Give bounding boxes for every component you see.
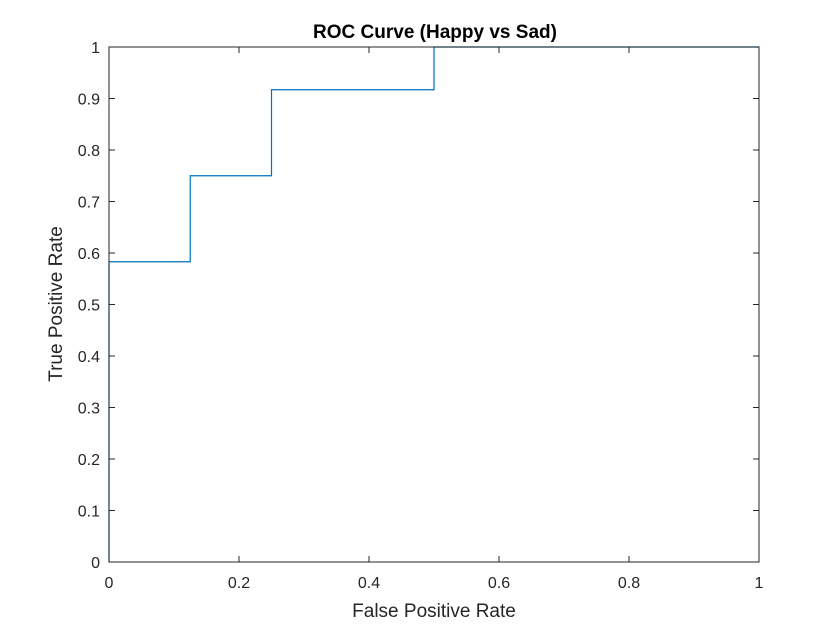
y-axis-label: True Positive Rate [46, 226, 67, 382]
roc-curve-line [108, 46, 759, 562]
x-tick-label: 0 [105, 575, 114, 592]
chart-title: ROC Curve (Happy vs Sad) [313, 22, 557, 43]
x-tick-label: 0.6 [488, 575, 510, 592]
x-tick-label: 0.2 [228, 575, 250, 592]
y-tick-label: 0.1 [78, 504, 100, 521]
y-tick-label: 0.4 [78, 349, 100, 366]
series-layer [108, 46, 759, 562]
x-tick-label: 1 [755, 575, 764, 592]
y-tick-label: 0.3 [78, 401, 100, 418]
y-axis-ticks: 0 0.1 0.2 0.3 0.4 0.5 0.6 0.7 0.8 0.9 1 [78, 40, 759, 572]
y-tick-label: 0 [91, 555, 100, 572]
y-tick-label: 0.5 [78, 298, 100, 315]
plot-area: 0 0.2 0.4 0.6 0.8 1 0 0.1 0.2 0.3 0.4 0.5 0.6 0.7 0.8… [78, 40, 764, 592]
y-tick-label: 1 [91, 40, 100, 57]
x-tick-label: 0.8 [618, 575, 640, 592]
axes-box [108, 46, 760, 563]
x-axis-ticks: 0 0.2 0.4 0.6 0.8 1 [105, 47, 764, 592]
y-tick-label: 0.6 [78, 246, 100, 263]
y-tick-label: 0.9 [78, 92, 100, 109]
x-axis-label: False Positive Rate [352, 601, 516, 622]
x-tick-label: 0.4 [358, 575, 380, 592]
y-tick-label: 0.2 [78, 452, 100, 469]
y-tick-label: 0.7 [78, 195, 100, 212]
y-tick-label: 0.8 [78, 143, 100, 160]
